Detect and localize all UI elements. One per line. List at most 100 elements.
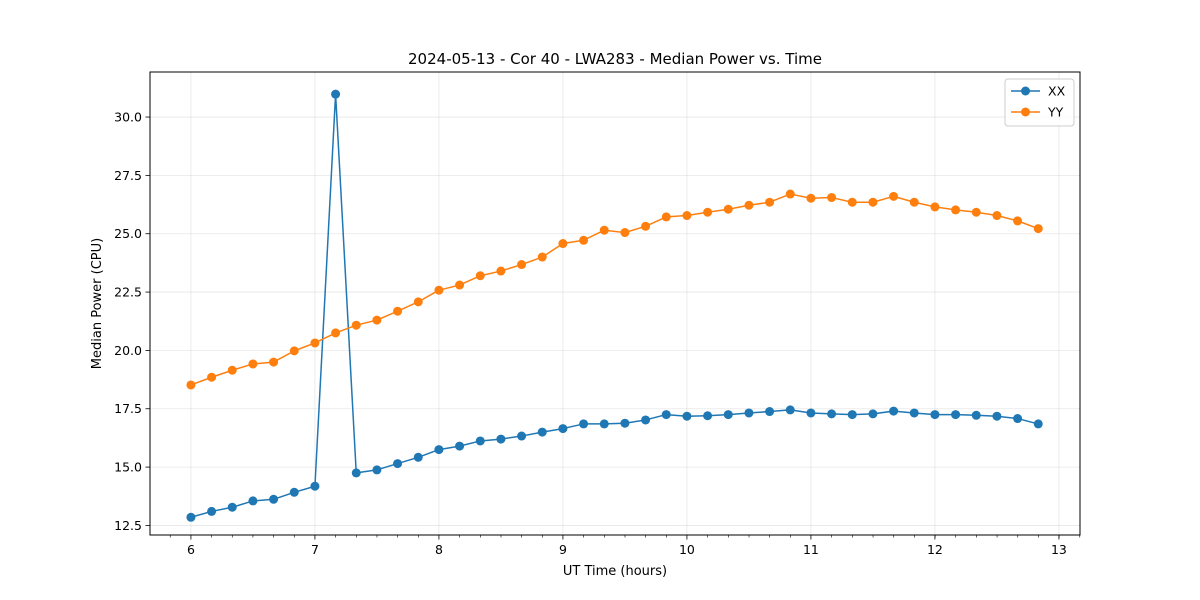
data-point-yy bbox=[868, 197, 878, 207]
plot-frame bbox=[149, 71, 1081, 536]
data-point-xx bbox=[248, 496, 258, 506]
grid bbox=[150, 72, 1080, 535]
data-point-yy bbox=[517, 260, 527, 270]
data-point-xx bbox=[186, 512, 196, 522]
data-point-yy bbox=[992, 211, 1002, 221]
data-point-xx bbox=[537, 427, 547, 437]
data-point-yy bbox=[682, 211, 692, 221]
data-point-xx bbox=[496, 434, 506, 444]
data-point-yy bbox=[744, 200, 754, 210]
axis-ticks: 6 7 8 9 10 11 12 13 12.5 15.0 17.5 20.0 22.5 25.0 27.5… bbox=[114, 110, 1081, 557]
data-point-xx bbox=[723, 410, 733, 420]
y-tick-label: 22.5 bbox=[114, 285, 142, 300]
data-point-yy bbox=[455, 280, 465, 290]
data-point-yy bbox=[889, 191, 899, 201]
data-point-yy bbox=[599, 225, 609, 235]
x-tick-label: 7 bbox=[311, 542, 319, 557]
data-point-yy bbox=[248, 359, 258, 369]
data-point-yy bbox=[785, 189, 795, 199]
data-point-yy bbox=[269, 357, 279, 367]
data-point-xx bbox=[620, 418, 630, 428]
data-point-yy bbox=[207, 372, 217, 382]
data-point-yy bbox=[351, 320, 361, 330]
data-point-xx bbox=[868, 409, 878, 419]
data-point-yy bbox=[703, 207, 713, 217]
y-tick-label: 15.0 bbox=[114, 460, 142, 475]
chart-title: 2024-05-13 - Cor 40 - LWA283 - Median Po… bbox=[408, 50, 822, 68]
data-point-xx bbox=[351, 468, 361, 478]
data-point-yy bbox=[806, 193, 816, 203]
data-point-xx bbox=[393, 459, 403, 469]
data-point-xx bbox=[682, 411, 692, 421]
data-point-xx bbox=[372, 465, 382, 475]
data-point-xx bbox=[992, 411, 1002, 421]
data-point-xx bbox=[455, 441, 465, 451]
data-point-yy bbox=[310, 338, 320, 348]
data-point-xx bbox=[413, 452, 423, 462]
y-tick-label: 27.5 bbox=[114, 168, 142, 183]
series-layer bbox=[186, 89, 1043, 522]
data-point-xx bbox=[517, 431, 527, 441]
data-point-xx bbox=[827, 409, 837, 419]
data-point-xx bbox=[331, 89, 341, 99]
data-point-yy bbox=[930, 202, 940, 212]
data-point-xx bbox=[847, 410, 857, 420]
data-point-yy bbox=[579, 235, 589, 245]
y-axis-label: Median Power (CPU) bbox=[90, 238, 105, 369]
data-point-yy bbox=[1013, 216, 1023, 226]
data-point-yy bbox=[475, 271, 485, 281]
legend: XX YY bbox=[1004, 78, 1075, 127]
data-point-xx bbox=[599, 419, 609, 429]
legend-marker-yy bbox=[1021, 107, 1030, 117]
data-point-xx bbox=[909, 408, 919, 418]
x-tick-label: 10 bbox=[679, 542, 695, 557]
x-axis-label: UT Time (hours) bbox=[563, 564, 667, 579]
x-tick-label: 6 bbox=[187, 542, 195, 557]
data-point-yy bbox=[289, 346, 299, 356]
data-point-yy bbox=[765, 197, 775, 207]
data-point-yy bbox=[496, 266, 506, 276]
data-point-xx bbox=[930, 410, 940, 420]
data-point-xx bbox=[703, 411, 713, 421]
data-point-xx bbox=[579, 419, 589, 429]
data-point-yy bbox=[186, 380, 196, 390]
data-point-yy bbox=[372, 315, 382, 325]
y-tick-label: 25.0 bbox=[114, 226, 142, 241]
data-point-yy bbox=[620, 228, 630, 238]
y-tick-label: 12.5 bbox=[114, 518, 142, 533]
data-point-xx bbox=[558, 424, 568, 434]
data-point-xx bbox=[269, 494, 279, 504]
data-point-yy bbox=[1033, 224, 1043, 234]
data-point-yy bbox=[951, 205, 961, 215]
data-point-yy bbox=[413, 297, 423, 307]
data-point-yy bbox=[971, 207, 981, 217]
data-point-xx bbox=[889, 406, 899, 416]
legend-marker-xx bbox=[1021, 86, 1030, 96]
data-point-yy bbox=[827, 193, 837, 203]
data-point-yy bbox=[909, 197, 919, 207]
data-point-xx bbox=[310, 481, 320, 491]
data-point-xx bbox=[806, 408, 816, 418]
data-point-xx bbox=[1033, 419, 1043, 429]
data-point-xx bbox=[661, 410, 671, 420]
data-point-xx bbox=[1013, 414, 1023, 424]
data-point-yy bbox=[227, 365, 237, 375]
data-point-yy bbox=[641, 221, 651, 231]
data-point-yy bbox=[723, 204, 733, 214]
data-point-yy bbox=[393, 306, 403, 316]
data-point-xx bbox=[475, 436, 485, 446]
legend-label-xx: XX bbox=[1048, 84, 1066, 99]
data-point-xx bbox=[744, 408, 754, 418]
y-tick-label: 17.5 bbox=[114, 401, 142, 416]
data-point-xx bbox=[207, 506, 217, 516]
data-point-xx bbox=[765, 407, 775, 417]
data-point-xx bbox=[971, 410, 981, 420]
x-tick-label: 9 bbox=[559, 542, 567, 557]
data-point-yy bbox=[434, 285, 444, 295]
y-tick-label: 30.0 bbox=[114, 110, 142, 125]
x-tick-label: 12 bbox=[927, 542, 943, 557]
data-point-yy bbox=[558, 239, 568, 249]
data-point-yy bbox=[331, 328, 341, 338]
data-point-yy bbox=[847, 197, 857, 207]
